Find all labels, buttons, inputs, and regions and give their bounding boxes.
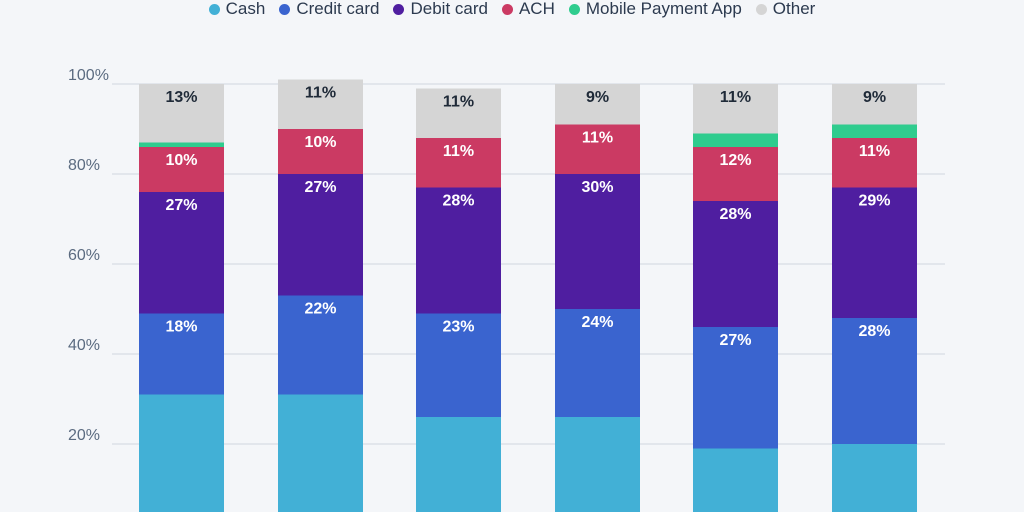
data-label: 11% xyxy=(443,143,474,160)
data-label: 27% xyxy=(304,179,336,196)
y-tick-label: 60% xyxy=(68,247,100,264)
bar-segment[interactable] xyxy=(139,147,224,192)
bar-segment[interactable] xyxy=(555,309,640,417)
bar-segment[interactable] xyxy=(832,124,917,139)
bar-segment[interactable] xyxy=(693,147,778,201)
legend-item-debit-card[interactable]: Debit card xyxy=(393,0,488,19)
data-label: 11% xyxy=(443,94,474,111)
legend: Cash Credit card Debit card ACH Mobile P… xyxy=(0,0,1024,20)
legend-label-other: Other xyxy=(772,0,816,18)
legend-swatch-mobile-payment-app xyxy=(568,3,580,15)
data-label: 27% xyxy=(165,197,197,214)
legend-swatch-cash xyxy=(208,3,220,15)
data-label: 24% xyxy=(581,314,613,331)
data-label: 30% xyxy=(581,179,613,196)
bar-segment[interactable] xyxy=(416,138,501,188)
bar-segment[interactable] xyxy=(693,327,778,449)
bar-segment[interactable] xyxy=(139,84,224,143)
bar-segment[interactable] xyxy=(832,187,917,319)
data-label: 28% xyxy=(719,206,751,223)
data-label: 10% xyxy=(304,134,336,151)
data-label: 18% xyxy=(165,319,197,336)
data-label: 11% xyxy=(859,143,890,160)
legend-swatch-credit-card xyxy=(279,3,291,15)
legend-item-other[interactable]: Other xyxy=(755,0,816,19)
data-label: 11% xyxy=(720,89,751,106)
data-label: 12% xyxy=(719,152,751,169)
bar-segment[interactable] xyxy=(555,84,640,125)
data-label: 23% xyxy=(442,319,474,336)
bar-segment[interactable] xyxy=(278,79,363,130)
bar-segment[interactable] xyxy=(416,187,501,314)
bar-segment[interactable] xyxy=(693,84,778,134)
bar-segment[interactable] xyxy=(832,318,917,444)
bar-segment[interactable] xyxy=(555,124,640,175)
legend-label-debit-card: Debit card xyxy=(410,0,488,18)
bar-segment[interactable] xyxy=(139,192,224,314)
data-label: 9% xyxy=(863,89,886,106)
bar-segment[interactable] xyxy=(832,138,917,188)
data-label: 9% xyxy=(586,89,609,106)
labels-layer: 18% 27% 10% 13% 22% 27% 10% 11% 23% 28% 11% 11% 24% 3… xyxy=(165,85,890,350)
legend-label-mobile-payment-app: Mobile Payment App xyxy=(585,0,742,18)
bar-segment[interactable] xyxy=(139,394,224,512)
data-label: 13% xyxy=(165,89,197,106)
bar-segment[interactable] xyxy=(278,129,363,174)
bar-segment[interactable] xyxy=(832,444,917,512)
bar-segment[interactable] xyxy=(139,313,224,395)
bar-segment[interactable] xyxy=(416,313,501,418)
data-label: 22% xyxy=(304,301,336,318)
legend-swatch-ach xyxy=(501,3,513,15)
legend-item-ach[interactable]: ACH xyxy=(501,0,555,19)
bar-segment[interactable] xyxy=(139,142,224,148)
data-label: 29% xyxy=(858,193,890,210)
bar-segment[interactable] xyxy=(555,417,640,512)
bar-segment[interactable] xyxy=(693,201,778,327)
data-label: 28% xyxy=(442,193,474,210)
legend-label-credit-card: Credit card xyxy=(296,0,380,18)
y-tick-label: 40% xyxy=(68,337,100,354)
legend-label-cash: Cash xyxy=(225,0,266,18)
y-tick-label: 80% xyxy=(68,157,100,174)
bar-segment[interactable] xyxy=(693,448,778,512)
y-tick-label: 100% xyxy=(68,67,109,84)
data-label: 10% xyxy=(165,152,197,169)
bar-segment[interactable] xyxy=(416,88,501,139)
bar-segment[interactable] xyxy=(832,84,917,125)
data-label: 11% xyxy=(305,85,336,102)
legend-item-mobile-payment-app[interactable]: Mobile Payment App xyxy=(568,0,742,19)
bar-segment[interactable] xyxy=(278,174,363,296)
bar-segment[interactable] xyxy=(278,295,363,395)
legend-swatch-other xyxy=(755,3,767,15)
y-tick-label: 20% xyxy=(68,427,100,444)
bars-layer xyxy=(139,79,917,512)
legend-item-cash[interactable]: Cash xyxy=(208,0,266,19)
grid-layer: 20% 40% 60% 80% 100% xyxy=(68,67,945,445)
data-label: 28% xyxy=(858,323,890,340)
data-label: 11% xyxy=(582,130,613,147)
bar-segment[interactable] xyxy=(555,174,640,309)
bar-segment[interactable] xyxy=(416,417,501,512)
legend-label-ach: ACH xyxy=(518,0,555,18)
bar-segment[interactable] xyxy=(278,394,363,512)
legend-swatch-debit-card xyxy=(393,3,405,15)
legend-item-credit-card[interactable]: Credit card xyxy=(279,0,379,19)
data-label: 27% xyxy=(719,332,751,349)
bar-segment[interactable] xyxy=(693,133,778,148)
